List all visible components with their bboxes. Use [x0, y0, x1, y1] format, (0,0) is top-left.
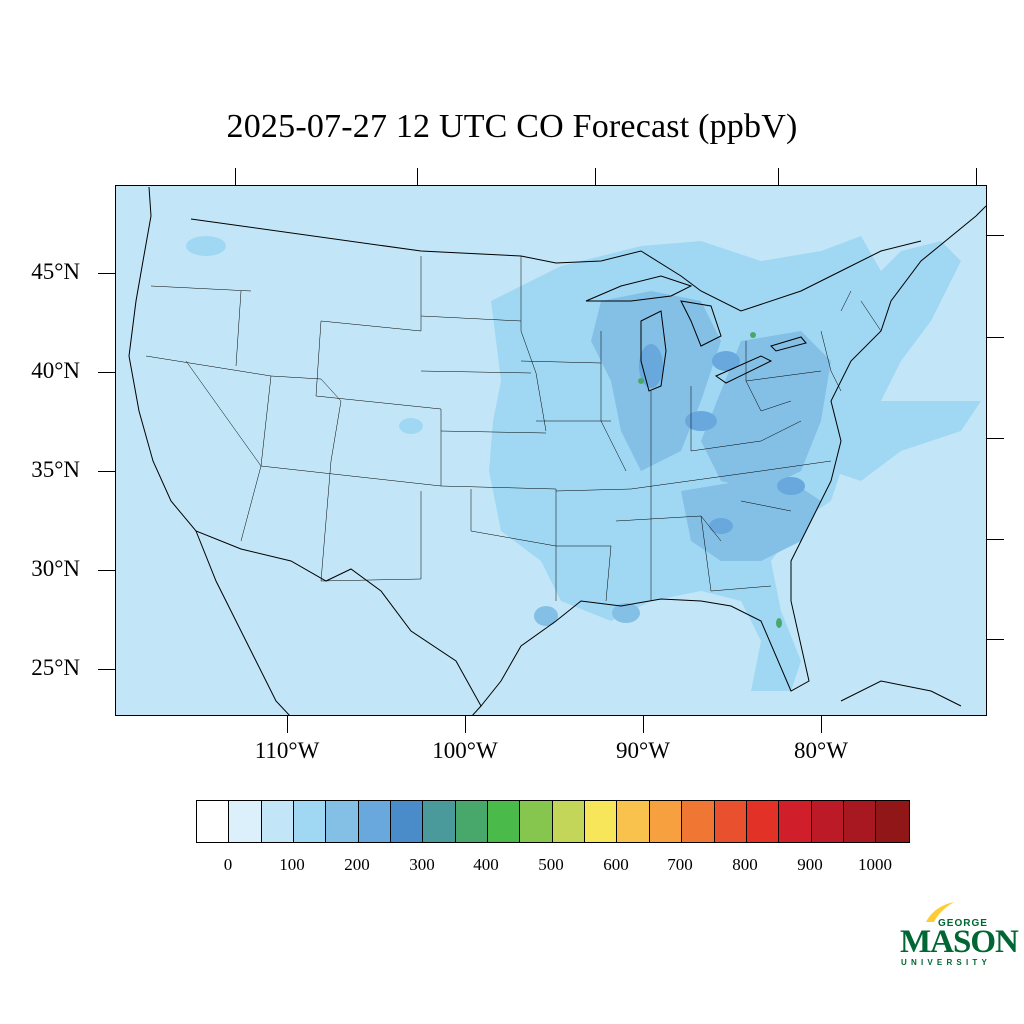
bottom-tick — [821, 716, 822, 733]
appalachian-high — [701, 331, 831, 491]
colorbar-swatch — [843, 801, 877, 842]
left-tick — [98, 372, 115, 373]
top-tick — [595, 168, 596, 185]
colorbar-swatch — [197, 801, 230, 842]
left-tick — [98, 471, 115, 472]
colorbar-label: 200 — [344, 855, 370, 874]
colorbar-swatch — [326, 801, 359, 842]
colorbar-swatch — [552, 801, 586, 842]
ontario-green-spot — [750, 332, 756, 338]
right-tick — [987, 639, 1004, 640]
logo-mason-text: MASON — [900, 924, 1019, 960]
lat-label-30: 30°N — [31, 556, 80, 581]
right-tick — [987, 235, 1004, 236]
lat-label-35: 35°N — [31, 457, 80, 482]
colorbar-swatch — [682, 801, 715, 842]
lat-label-25: 25°N — [31, 655, 80, 680]
mexico-gulf-coast — [472, 705, 482, 715]
colorbar-swatch — [585, 801, 618, 842]
florida-green-spot — [776, 618, 782, 628]
lon-label-80w: 80°W — [794, 738, 848, 763]
colorbar-label: 300 — [409, 855, 435, 874]
chicago-green-spot — [638, 378, 644, 384]
colorbar-swatch — [811, 801, 844, 842]
left-tick — [98, 570, 115, 571]
ohio-valley-peak — [685, 411, 717, 431]
top-tick — [235, 168, 236, 185]
bottom-tick — [643, 716, 644, 733]
bottom-tick — [287, 716, 288, 733]
colorbar-swatch — [617, 801, 650, 842]
colorbar-label: 600 — [603, 855, 629, 874]
map-title: 2025-07-27 12 UTC CO Forecast (ppbV) — [226, 108, 798, 145]
eastern-plume — [831, 241, 981, 481]
lon-label-100w: 100°W — [432, 738, 498, 763]
colorbar-label: 0 — [223, 855, 233, 874]
colorbar-swatch — [391, 801, 424, 842]
colorbar-swatch — [649, 801, 683, 842]
colorbar — [196, 800, 910, 843]
logo-university-text: UNIVERSITY — [901, 958, 992, 967]
colorbar-swatch — [423, 801, 456, 842]
houston-peak — [534, 606, 558, 626]
left-tick — [98, 669, 115, 670]
baja-coast — [195, 530, 290, 715]
lon-label-90w: 90°W — [616, 738, 670, 763]
lake-michigan — [640, 310, 667, 392]
right-tick — [987, 337, 1004, 338]
cuba — [840, 680, 962, 707]
lat-label-40: 40°N — [31, 358, 80, 383]
colorbar-swatch — [358, 801, 392, 842]
colorbar-swatch — [779, 801, 812, 842]
logo-swoosh — [926, 902, 954, 922]
georgia-peak — [709, 518, 733, 534]
colorbar-swatch — [229, 801, 262, 842]
colorbar-label: 900 — [797, 855, 823, 874]
colorbar-label: 500 — [538, 855, 564, 874]
colorbar-swatch — [261, 801, 295, 842]
map-panel — [115, 185, 987, 716]
top-tick — [976, 168, 977, 185]
pacific-nw-peak — [186, 236, 226, 256]
lake-huron — [680, 300, 722, 347]
top-tick — [417, 168, 418, 185]
state-borders — [145, 256, 882, 602]
colorbar-swatch — [455, 801, 489, 842]
colorbar-swatch — [876, 801, 909, 842]
gmu-logo — [926, 902, 954, 922]
bottom-tick — [465, 716, 466, 733]
colorbar-label: 800 — [732, 855, 758, 874]
colorado-peak — [399, 418, 423, 434]
concentration-shading — [186, 236, 981, 691]
colorbar-label: 700 — [667, 855, 693, 874]
lake-superior — [585, 275, 693, 302]
colorbar-label: 1000 — [858, 855, 892, 874]
colorbar-swatch — [294, 801, 327, 842]
lat-label-45: 45°N — [31, 259, 80, 284]
logo-george-text: GEORGE — [938, 918, 988, 929]
southeast-high — [681, 481, 821, 561]
louisiana-peak — [612, 603, 640, 623]
colorbar-swatch — [714, 801, 747, 842]
right-tick — [987, 438, 1004, 439]
colorbar-swatch — [488, 801, 521, 842]
colorbar-swatch — [746, 801, 780, 842]
detroit-peak — [712, 351, 740, 371]
colorbar-label: 400 — [473, 855, 499, 874]
co-concentration-map — [128, 186, 986, 715]
colorbar-label: 100 — [279, 855, 305, 874]
left-tick — [98, 273, 115, 274]
right-tick — [987, 539, 1004, 540]
lake-ontario — [770, 336, 807, 352]
lon-label-110w: 110°W — [254, 738, 320, 763]
colorbar-swatch — [520, 801, 553, 842]
us-outline — [128, 186, 986, 707]
carolina-peak — [777, 477, 805, 495]
top-tick — [778, 168, 779, 185]
